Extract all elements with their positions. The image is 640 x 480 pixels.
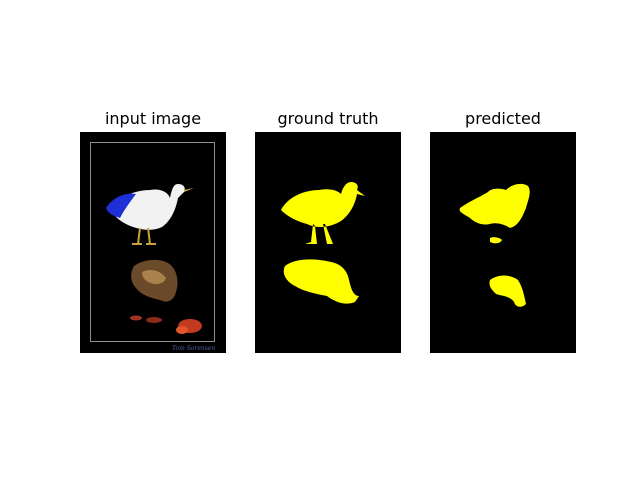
photo-frame bbox=[90, 142, 215, 342]
ground-truth-mask bbox=[255, 132, 401, 353]
signature: Tom Sorensen bbox=[172, 345, 215, 352]
pred-reflection-mask bbox=[489, 275, 526, 307]
gt-reflection-mask bbox=[283, 259, 359, 304]
pred-fragment bbox=[490, 237, 502, 244]
pred-bird-mask bbox=[459, 183, 530, 228]
red-debris bbox=[130, 315, 202, 334]
panel-title: predicted bbox=[465, 109, 541, 128]
panel-title: ground truth bbox=[277, 109, 379, 128]
egret-illustration bbox=[106, 184, 194, 245]
gt-bird-mask bbox=[281, 182, 365, 244]
input-photo-svg: Tom Sorensen bbox=[80, 132, 226, 353]
predicted-mask bbox=[430, 132, 576, 353]
ground-truth-svg bbox=[255, 132, 401, 353]
predicted-svg bbox=[430, 132, 576, 353]
panel-title: input image bbox=[104, 109, 202, 128]
reflection bbox=[131, 259, 178, 302]
input-photo: Tom Sorensen bbox=[80, 132, 226, 353]
